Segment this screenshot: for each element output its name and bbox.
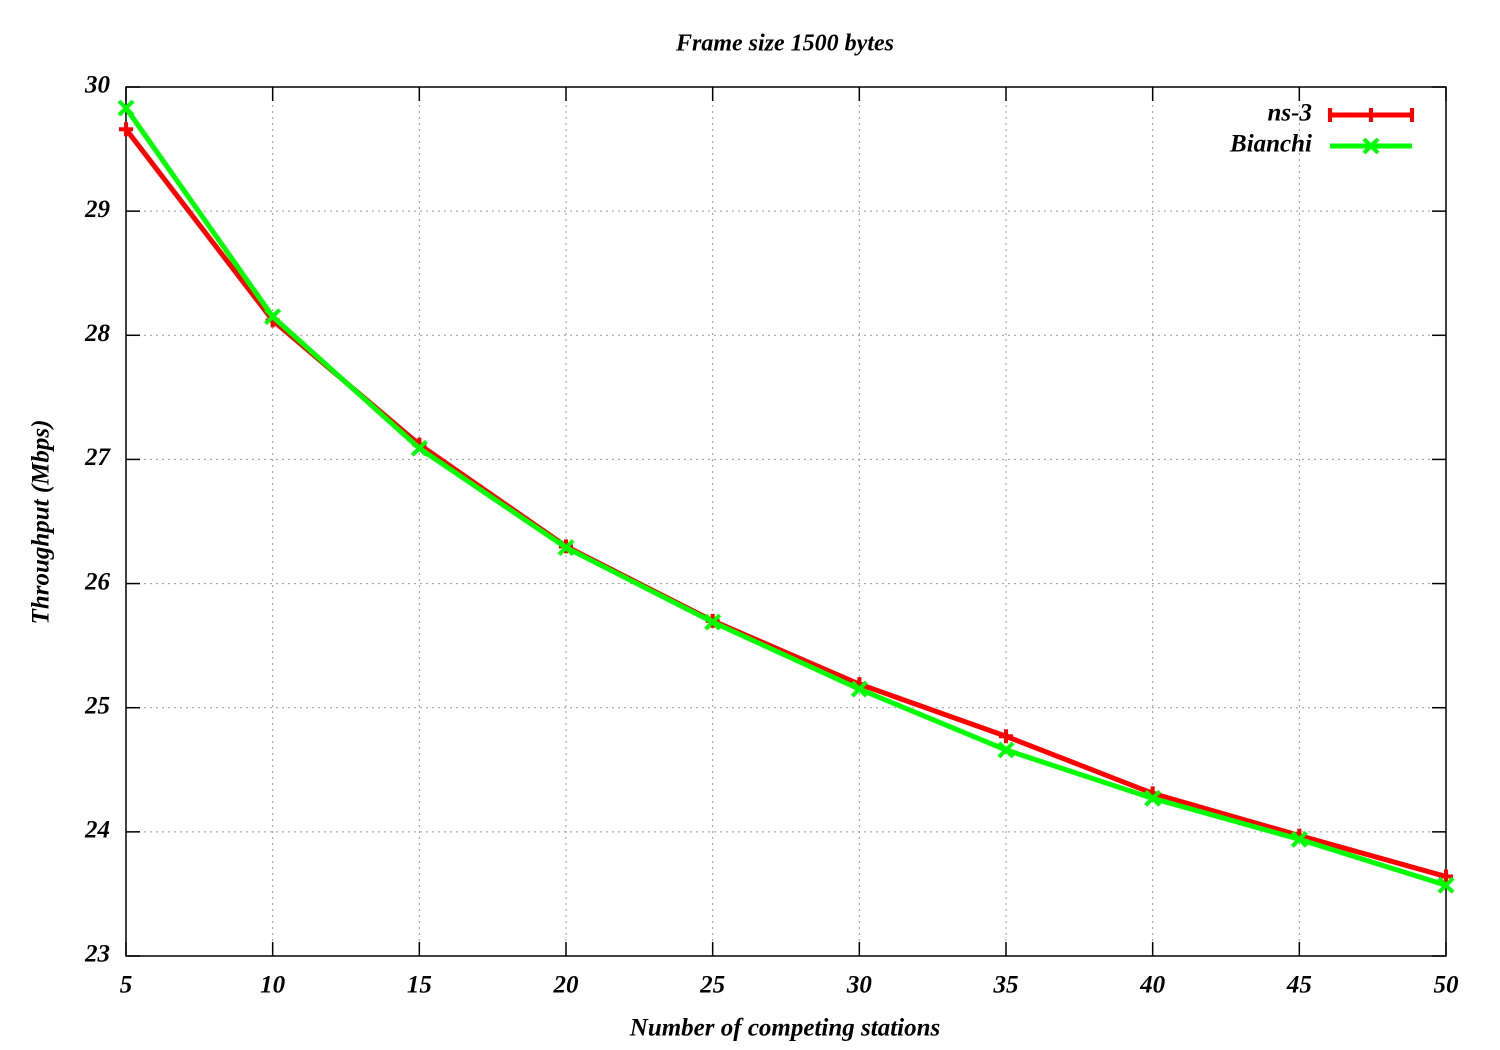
y-tick-label: 24 xyxy=(84,817,110,844)
y-axis-label: Throughput (Mbps) xyxy=(28,420,55,625)
y-tick-label: 23 xyxy=(84,941,110,968)
x-tick-label: 15 xyxy=(407,972,432,999)
y-tick-label: 29 xyxy=(84,196,111,223)
x-tick-label: 45 xyxy=(1286,972,1312,999)
legend-marker xyxy=(1362,137,1380,155)
legend-label: Bianchi xyxy=(1229,131,1312,158)
data-point xyxy=(997,741,1015,759)
x-tick-label: 25 xyxy=(699,972,725,999)
data-point xyxy=(557,539,575,556)
data-point xyxy=(264,308,282,326)
x-tick-label: 40 xyxy=(1139,972,1166,999)
data-point xyxy=(1437,876,1455,894)
data-point xyxy=(850,680,868,698)
chart-title: Frame size 1500 bytes xyxy=(675,31,894,57)
data-point xyxy=(1290,830,1308,848)
y-tick-label: 25 xyxy=(84,692,110,719)
data-point xyxy=(117,99,135,117)
data-point xyxy=(410,439,428,457)
y-tick-label: 30 xyxy=(84,72,111,99)
data-point xyxy=(119,122,133,137)
data-point xyxy=(704,613,722,631)
x-tick-label: 5 xyxy=(120,972,133,999)
y-tick-label: 26 xyxy=(84,568,111,595)
x-tick-label: 35 xyxy=(993,972,1019,999)
series-line xyxy=(123,106,1447,888)
data-point xyxy=(1439,869,1453,884)
legend-label: ns-3 xyxy=(1268,100,1312,127)
data-point xyxy=(1144,789,1162,807)
legend-marker xyxy=(1364,108,1378,122)
y-tick-label: 27 xyxy=(84,444,112,471)
x-axis-label: Number of competing stations xyxy=(629,1015,940,1042)
plot-frame xyxy=(125,86,1447,957)
y-tick-label: 28 xyxy=(84,320,111,347)
x-tick-label: 20 xyxy=(553,972,580,999)
x-tick-label: 50 xyxy=(1434,972,1460,999)
x-tick-label: 10 xyxy=(260,972,286,999)
x-tick-label: 30 xyxy=(846,972,873,999)
data-point xyxy=(999,729,1013,744)
